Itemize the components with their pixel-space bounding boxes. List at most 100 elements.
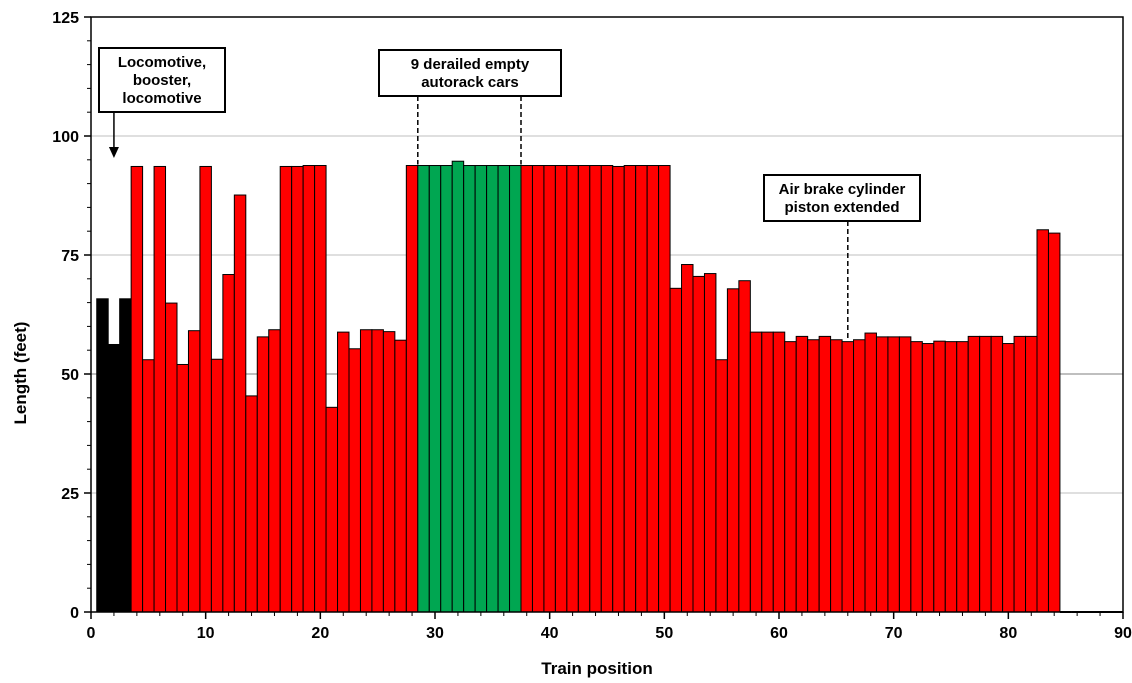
y-tick-label: 0: [70, 605, 79, 622]
bar-38: [520, 165, 533, 613]
annotation-brake-text: Air brake cylinder: [779, 181, 906, 198]
bar-57: [738, 280, 751, 613]
y-tick-label: 75: [61, 248, 79, 265]
bar-43: [577, 165, 591, 613]
annotation-derailed-text: 9 derailed empty: [411, 56, 530, 73]
bar-20: [314, 165, 327, 613]
ticks: 0 10 20 30 40 50 60 70 80 90 0 25 50 75 100 125: [52, 10, 1132, 642]
bar-61: [784, 341, 797, 613]
bar-1: [96, 298, 109, 613]
bar-28: [405, 165, 419, 613]
bar-13: [233, 194, 247, 613]
x-tick-label: 30: [426, 625, 444, 642]
bar-60: [772, 331, 786, 613]
plot-area-frame: [90, 16, 1124, 613]
bar-74: [933, 340, 946, 613]
bar-10: [199, 165, 212, 613]
bar-35: [486, 165, 499, 613]
bar-62: [795, 335, 809, 613]
bar-83: [1036, 229, 1049, 613]
bar-31: [440, 165, 453, 613]
x-tick-label: 20: [311, 625, 329, 642]
bar-76: [956, 341, 969, 613]
bar-36: [497, 165, 511, 613]
annotation-brake-text: piston extended: [784, 199, 899, 216]
x-tick-label: 80: [999, 625, 1017, 642]
bar-15: [256, 336, 270, 613]
bar-3: [119, 298, 132, 613]
bar-7: [165, 302, 178, 613]
bar-34: [474, 165, 488, 613]
bar-12: [222, 274, 235, 613]
x-tick-label: 70: [885, 625, 903, 642]
bars-group: [96, 160, 1123, 613]
y-tick-label: 125: [52, 10, 79, 27]
bar-19: [302, 165, 316, 613]
bar-71: [898, 336, 912, 613]
bar-24: [359, 329, 373, 613]
bar-49: [646, 165, 660, 613]
bar-21: [325, 406, 339, 613]
bar-46: [612, 165, 625, 613]
bar-82: [1025, 335, 1038, 613]
bar-52: [681, 264, 694, 613]
bar-23: [348, 348, 361, 613]
bar-45: [600, 165, 614, 613]
bar-14: [245, 395, 258, 613]
bar-54: [703, 273, 717, 613]
axes: [90, 16, 1124, 613]
bar-30: [428, 165, 442, 613]
annotation-brake-box: [763, 174, 921, 222]
bar-84: [1047, 232, 1061, 613]
bar-72: [910, 341, 923, 613]
bar-40: [543, 165, 556, 613]
x-axis-title: Train position: [541, 659, 652, 678]
bar-22: [337, 331, 350, 613]
bar-44: [589, 165, 602, 613]
annotations: Locomotive,booster,locomotive 9 derailed …: [98, 47, 921, 339]
bar-80: [1002, 343, 1015, 613]
bar-42: [566, 165, 579, 613]
bar-25: [371, 329, 384, 613]
bar-48: [635, 165, 648, 613]
bar-53: [692, 275, 705, 613]
bar-67: [853, 339, 866, 613]
y-tick-label: 25: [61, 486, 79, 503]
bar-33: [463, 165, 476, 613]
bar-59: [761, 331, 774, 613]
x-tick-label: 40: [541, 625, 559, 642]
bar-73: [921, 343, 935, 613]
bar-8: [176, 363, 189, 613]
x-tick-label: 0: [87, 625, 96, 642]
bar-50: [658, 165, 671, 613]
bar-79: [990, 335, 1004, 613]
annotation-locomotive-arrowhead: [108, 147, 119, 158]
x-tick-label: 10: [197, 625, 215, 642]
y-tick-label: 100: [52, 129, 79, 146]
bar-75: [944, 341, 958, 613]
bar-5: [142, 359, 155, 613]
bar-26: [382, 331, 396, 613]
bar-63: [807, 339, 820, 613]
bar-37: [509, 165, 522, 613]
bar-18: [291, 165, 304, 613]
bar-27: [394, 339, 407, 613]
bar-4: [130, 165, 144, 613]
bar-6: [153, 165, 167, 613]
bar-64: [818, 335, 832, 613]
bar-11: [210, 358, 224, 613]
bar-78: [979, 335, 992, 613]
bar-16: [268, 329, 281, 613]
bar-32: [451, 160, 465, 613]
annotation-locomotive-text: Locomotive,: [118, 54, 206, 71]
bar-47: [623, 165, 637, 613]
y-tick-label: 50: [61, 367, 79, 384]
bar-41: [554, 165, 568, 613]
bar-70: [887, 336, 900, 613]
bar-68: [864, 332, 877, 613]
bar-56: [726, 288, 740, 613]
bar-66: [841, 341, 855, 613]
annotation-derailed-box: [378, 49, 562, 97]
bar-9: [187, 330, 201, 613]
